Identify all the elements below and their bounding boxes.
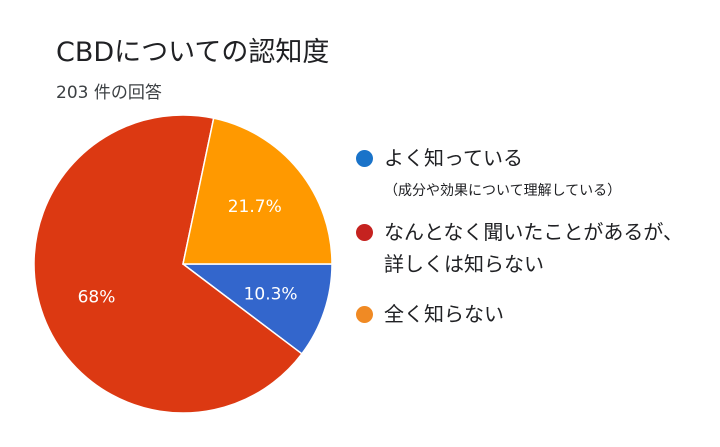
- pie-label-heard-of: 68%: [78, 287, 116, 307]
- chart-title: CBDについての認知度: [56, 37, 330, 68]
- legend-item-not-know: 全く知らない: [356, 298, 716, 330]
- pie-label-know-well: 10.3%: [244, 284, 298, 304]
- pie-slice-know-well: [180, 263, 333, 355]
- legend-label-heard-of: なんとなく聞いたことがあるが、: [384, 220, 683, 244]
- legend-label-know-well: よく知っている: [384, 146, 523, 170]
- pie-label-not-know: 21.7%: [228, 197, 282, 217]
- legend-item-know-well: よく知っている （成分や効果について理解している）: [356, 142, 716, 202]
- pie-slice-heard-of: [33, 114, 303, 414]
- pie-slice-not-know: [182, 117, 333, 265]
- legend-label-heard-of-line2: 詳しくは知らない: [384, 252, 544, 276]
- legend-swatch-not-know: [356, 306, 373, 323]
- response-count: 203 件の回答: [56, 83, 162, 103]
- legend-label-not-know: 全く知らない: [384, 302, 504, 326]
- legend-swatch-heard-of: [356, 224, 373, 241]
- legend-swatch-know-well: [356, 150, 373, 167]
- legend: よく知っている （成分や効果について理解している） なんとなく聞いたことがあるが…: [356, 142, 716, 330]
- legend-note-know-well: （成分や効果について理解している）: [384, 183, 622, 199]
- legend-item-heard-of: なんとなく聞いたことがあるが、 詳しくは知らない: [356, 216, 716, 280]
